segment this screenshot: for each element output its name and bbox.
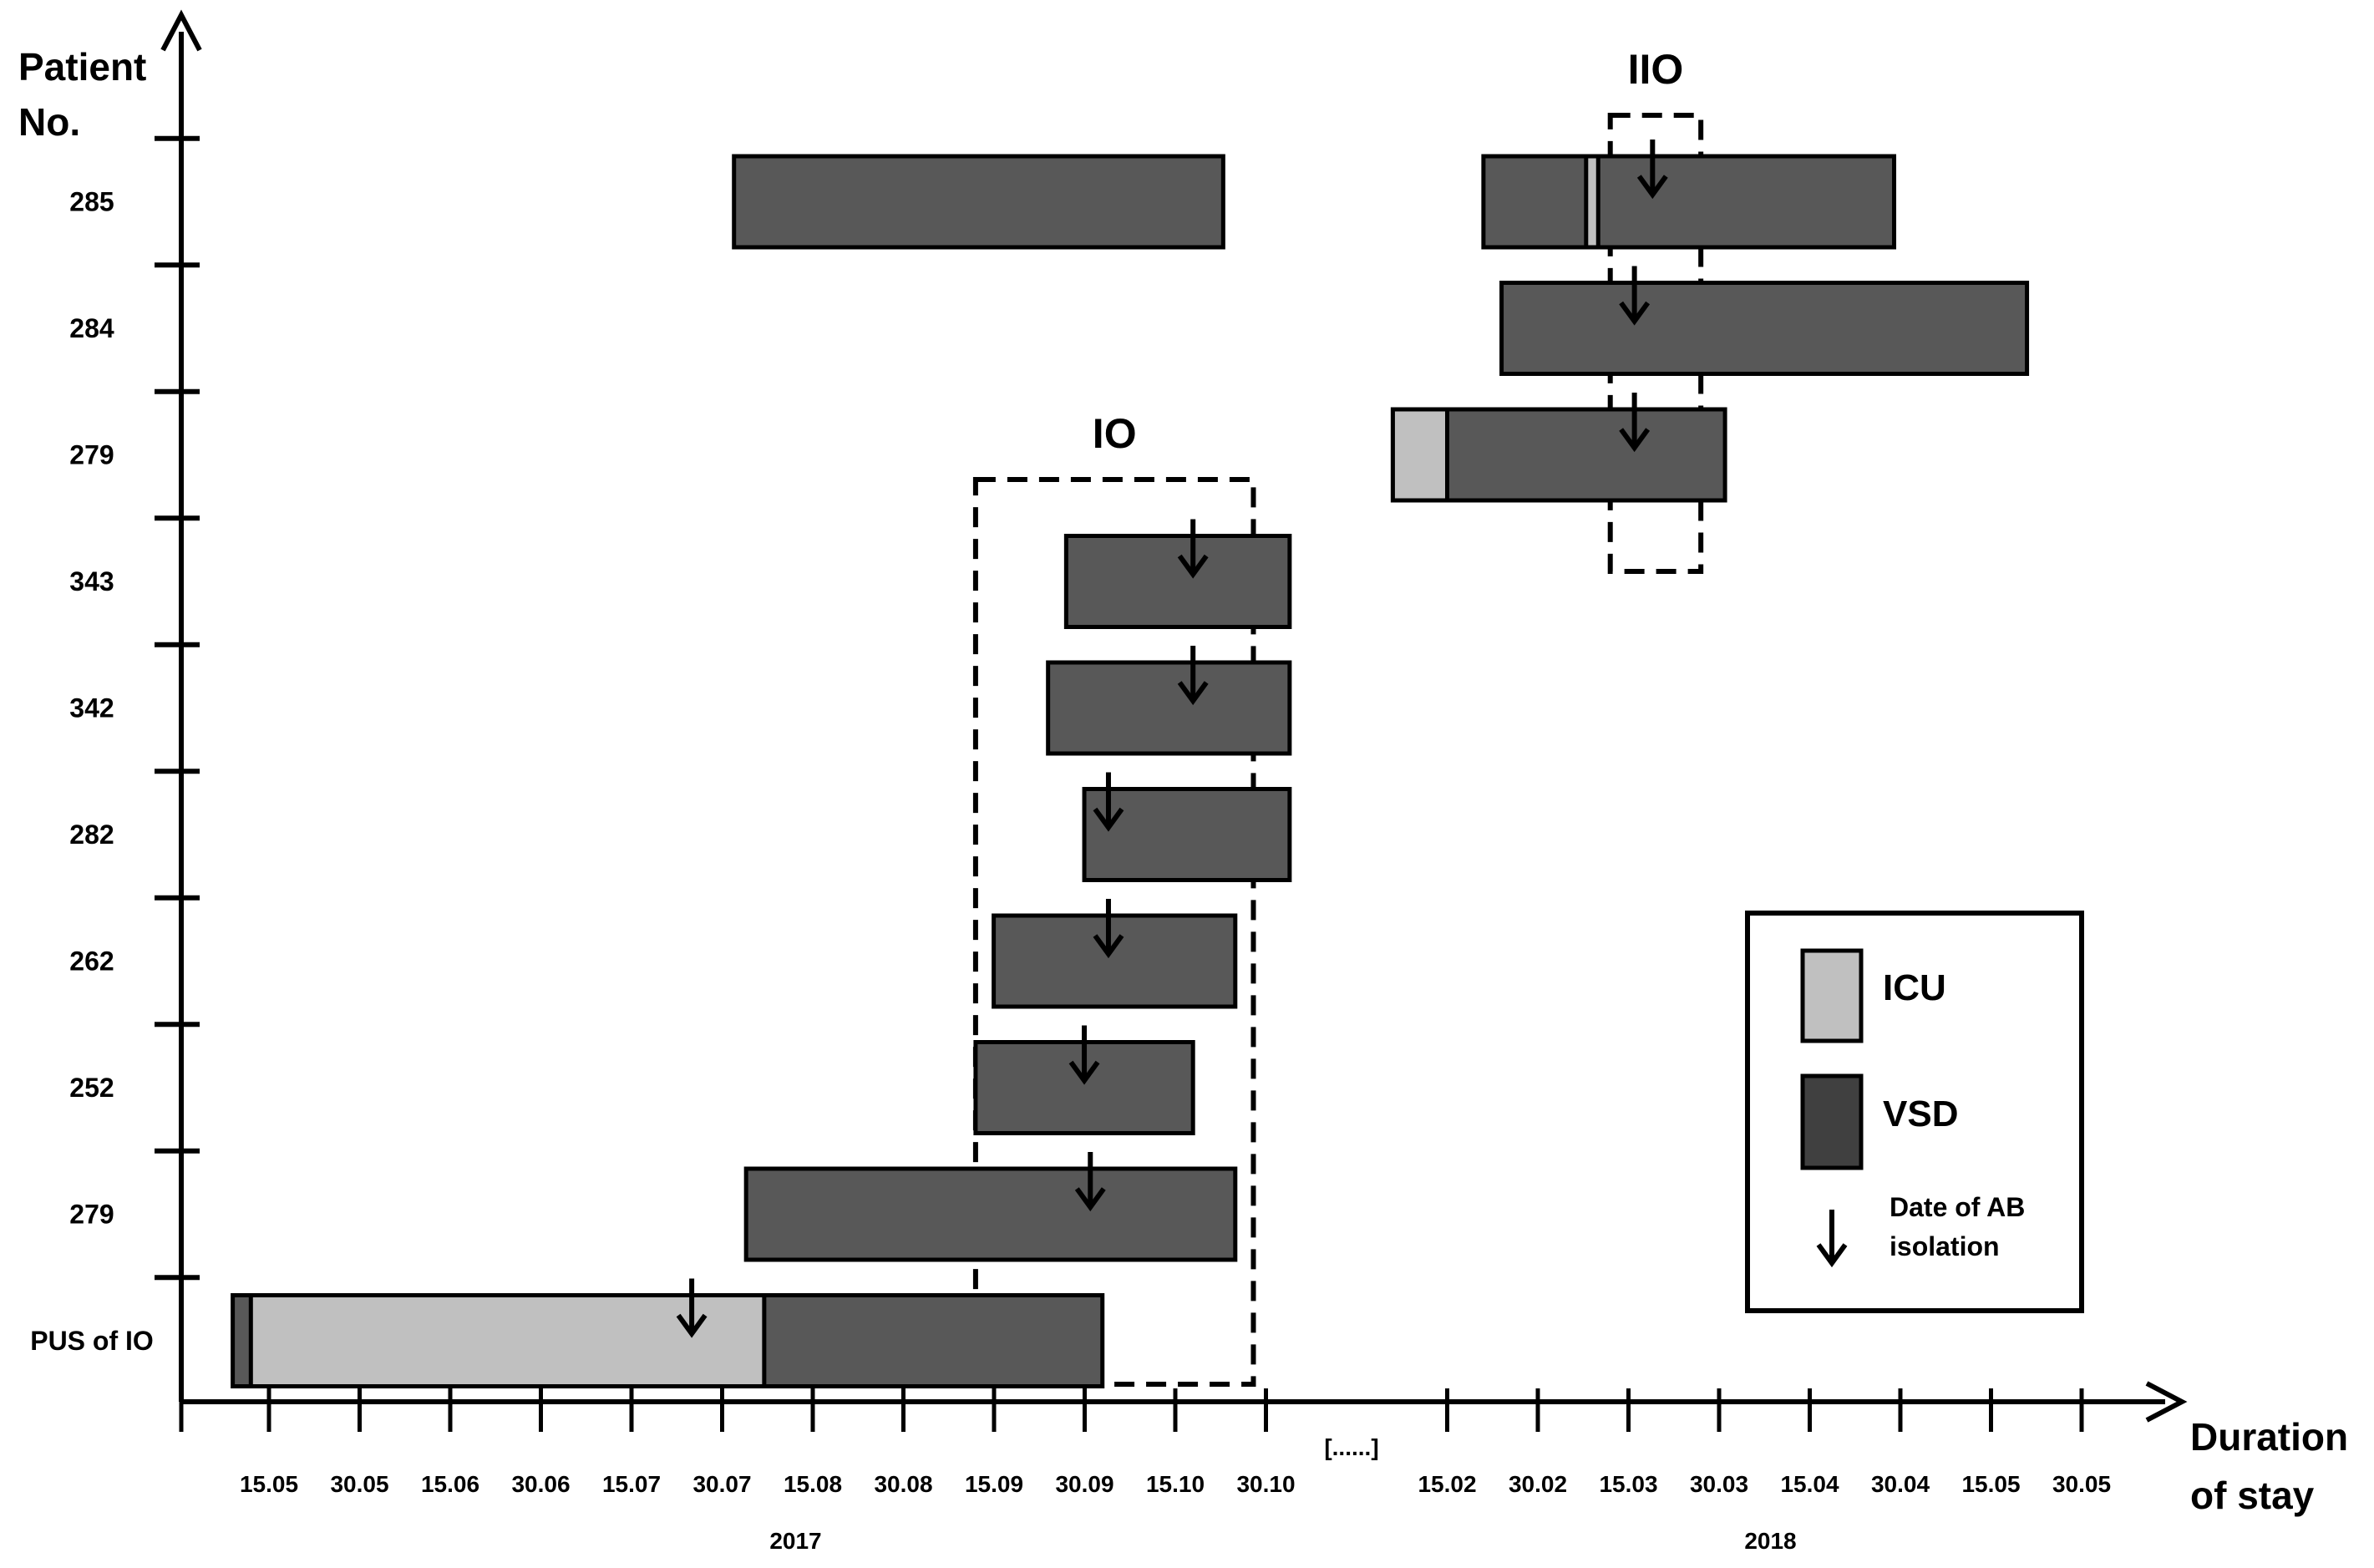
x-tick-label: 30.10 <box>1236 1471 1295 1497</box>
x-tick-label: 30.04 <box>1871 1471 1930 1497</box>
chart-text: IO IIO PUS of IO 279 252 262 282 342 343 279 284 28… <box>18 45 2348 1554</box>
outbreak-label-io: IO <box>1093 410 1137 457</box>
year-label: 2017 <box>769 1528 821 1554</box>
ab-arrow-head <box>1636 175 1668 200</box>
x-tick-label: 15.06 <box>421 1471 479 1497</box>
legend-swatch-vsd <box>1800 1073 1864 1170</box>
x-tick-label: 30.03 <box>1690 1471 1748 1497</box>
ab-isolation-arrows <box>676 140 1668 1338</box>
x-axis-title-line-2: of stay <box>2190 1474 2315 1517</box>
y-axis-arrowhead <box>160 9 202 52</box>
x-axis-arrowhead <box>2145 1381 2188 1423</box>
ab-arrow-head <box>1177 554 1209 579</box>
stay-bar-262 <box>992 913 1238 1009</box>
legend-label-vsd: VSD <box>1883 1094 1958 1134</box>
ab-arrow-head <box>676 1313 708 1338</box>
ab-arrow-head <box>1619 428 1651 453</box>
x-tick-label: 30.02 <box>1509 1471 1567 1497</box>
stay-bar-284 <box>1499 281 2030 376</box>
stay-bars <box>231 154 2030 1388</box>
x-tick-label: 15.09 <box>965 1471 1023 1497</box>
x-tick-label: 15.07 <box>602 1471 661 1497</box>
ab-arrow-head <box>1074 1187 1106 1212</box>
stay-bar-282 <box>1082 787 1292 882</box>
axis-break-label: [......] <box>1324 1434 1378 1460</box>
y-tick-label: 343 <box>69 566 114 596</box>
x-tick-label: 15.08 <box>784 1471 842 1497</box>
y-tick-label: 285 <box>69 187 114 217</box>
y-axis-title-line-2: No. <box>18 100 80 144</box>
stay-bar-285 <box>1481 154 1897 250</box>
x-tick-label: 30.05 <box>330 1471 388 1497</box>
y-tick-label: 252 <box>69 1073 114 1103</box>
x-tick-label: 15.10 <box>1146 1471 1205 1497</box>
year-label: 2018 <box>1744 1528 1796 1554</box>
y-axis-title-line-1: Patient <box>18 45 146 89</box>
legend-label-icu: ICU <box>1883 967 1946 1008</box>
outbreak-label-iio: IIO <box>1628 46 1684 93</box>
y-tick-label: 284 <box>69 313 114 343</box>
x-tick-label: 15.05 <box>1961 1471 2020 1497</box>
y-tick-label: 342 <box>69 693 114 723</box>
x-tick-label: 15.05 <box>240 1471 298 1497</box>
legend-swatch-icu <box>1800 948 1864 1043</box>
x-tick-label: 15.03 <box>1599 1471 1657 1497</box>
legend-label-ab-line-1: Date of AB <box>1890 1192 2025 1222</box>
ab-arrow-head <box>1177 681 1209 706</box>
icu-segment-279 <box>1390 407 1450 503</box>
icu-segment-285 <box>1584 154 1600 250</box>
x-tick-label: 15.02 <box>1418 1471 1476 1497</box>
stay-bar-279 <box>743 1166 1238 1262</box>
legend-label-ab-line-2: isolation <box>1890 1231 2000 1261</box>
y-tick-label: 279 <box>69 440 114 470</box>
icu-segment-PUS of IO <box>248 1293 767 1388</box>
ab-arrow-head <box>1093 934 1124 959</box>
stay-bar-285 <box>732 154 1225 250</box>
y-tick-label: 282 <box>69 820 114 850</box>
y-tick-label: PUS of IO <box>30 1326 154 1356</box>
ab-arrow-head <box>1068 1060 1100 1085</box>
axes <box>155 9 2188 1432</box>
x-tick-label: 30.07 <box>692 1471 751 1497</box>
y-tick-label: 262 <box>69 946 114 977</box>
x-tick-label: 30.06 <box>511 1471 570 1497</box>
outbreak-box-io <box>972 477 1256 1387</box>
legend: ICU VSD Date of AB isolation <box>1745 911 2084 1313</box>
ab-arrow-head <box>1619 301 1651 326</box>
stay-bar-343 <box>1063 534 1292 629</box>
ab-arrow-head <box>1093 807 1124 832</box>
x-tick-label: 30.09 <box>1055 1471 1113 1497</box>
x-tick-label: 30.05 <box>2052 1471 2111 1497</box>
legend-arrow-icon <box>1816 1243 1848 1268</box>
x-tick-label: 15.04 <box>1780 1471 1839 1497</box>
x-axis-title-line-1: Duration <box>2190 1415 2348 1459</box>
stay-bar-342 <box>1046 660 1292 756</box>
y-tick-label: 279 <box>69 1200 114 1230</box>
x-tick-label: 30.08 <box>874 1471 932 1497</box>
